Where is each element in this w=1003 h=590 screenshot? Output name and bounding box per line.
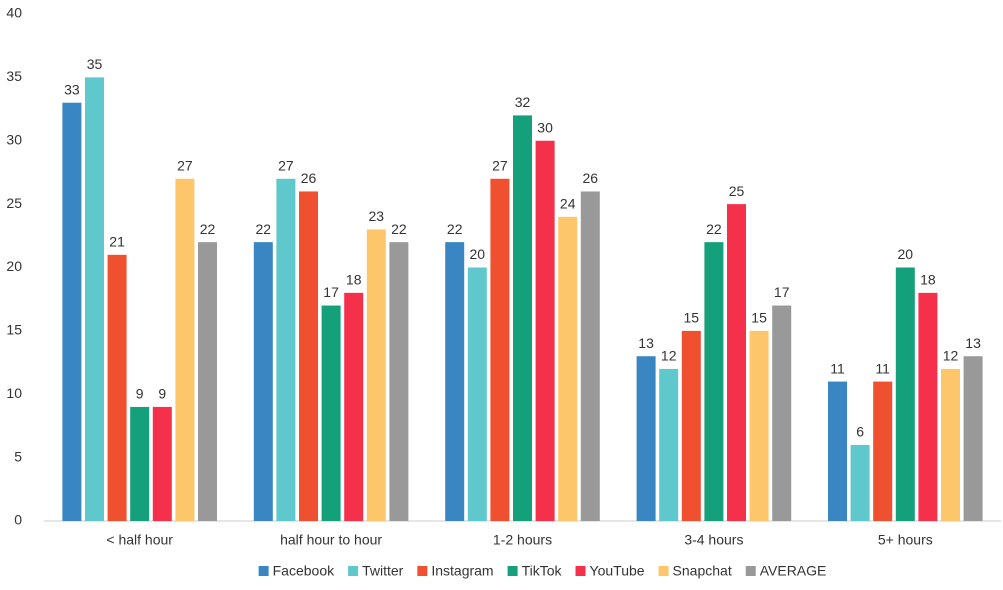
bar — [344, 292, 364, 521]
bar — [941, 368, 960, 521]
bar — [681, 330, 701, 521]
x-tick-label: half hour to hour — [280, 532, 382, 548]
bar — [873, 381, 893, 521]
data-label: 9 — [136, 386, 144, 402]
data-label: 22 — [706, 221, 722, 237]
data-label: 18 — [920, 272, 936, 288]
legend-swatch — [507, 566, 518, 576]
legend-label: Twitter — [362, 563, 404, 579]
data-label: 15 — [684, 310, 700, 326]
data-label: 25 — [729, 183, 745, 199]
bar — [276, 178, 296, 521]
data-label: 17 — [774, 284, 790, 300]
bar — [490, 178, 510, 521]
legend-label: Instagram — [431, 563, 493, 579]
bar — [445, 242, 465, 521]
data-label: 24 — [560, 196, 576, 212]
data-label: 23 — [369, 208, 385, 224]
legend-swatch — [348, 566, 359, 576]
legend-label: Facebook — [273, 563, 335, 579]
legend-label: YouTube — [590, 563, 645, 579]
data-label: 20 — [470, 246, 486, 262]
legend-label: AVERAGE — [760, 563, 827, 579]
data-label: 17 — [323, 284, 339, 300]
data-label: 21 — [109, 234, 125, 250]
x-tick-label: 3-4 hours — [684, 532, 743, 548]
data-label: 22 — [447, 221, 463, 237]
data-label: 26 — [301, 170, 317, 186]
bar — [107, 254, 127, 521]
bar — [828, 381, 847, 521]
bar — [558, 216, 578, 522]
data-label: 12 — [661, 348, 677, 364]
bar — [727, 204, 746, 521]
data-label: 27 — [492, 157, 508, 173]
x-tick-label: 1-2 hours — [493, 532, 552, 548]
y-tick-label: 40 — [6, 5, 22, 21]
bar — [535, 140, 555, 521]
y-tick-label: 30 — [6, 131, 22, 147]
data-label: 13 — [638, 335, 654, 351]
bar — [772, 305, 792, 521]
bar — [963, 356, 983, 521]
data-label: 6 — [856, 424, 864, 440]
data-label: 22 — [200, 221, 216, 237]
bar — [321, 305, 341, 521]
bar — [850, 444, 870, 521]
bar — [198, 242, 217, 521]
x-tick-label: < half hour — [106, 532, 173, 548]
data-label: 13 — [965, 335, 981, 351]
bar — [918, 292, 938, 521]
y-tick-label: 10 — [6, 385, 22, 401]
y-tick-label: 5 — [14, 448, 22, 464]
bar — [895, 267, 915, 521]
y-tick-label: 25 — [6, 195, 22, 211]
legend-swatch — [258, 566, 269, 576]
data-label: 9 — [158, 386, 166, 402]
data-label: 11 — [830, 360, 845, 376]
data-label: 30 — [537, 119, 553, 135]
data-label: 35 — [87, 56, 103, 72]
legend-swatch — [745, 566, 756, 576]
data-label: 27 — [177, 157, 193, 173]
legend-label: Snapchat — [673, 563, 732, 579]
x-tick-label: 5+ hours — [878, 532, 933, 548]
bar — [152, 406, 172, 521]
data-label: 12 — [943, 348, 959, 364]
data-label: 27 — [278, 157, 294, 173]
data-label: 20 — [898, 246, 914, 262]
bar — [366, 229, 386, 521]
bar — [253, 242, 273, 521]
data-label: 32 — [515, 94, 531, 110]
bar — [62, 102, 82, 521]
y-tick-label: 20 — [6, 258, 22, 274]
bar — [636, 356, 656, 521]
data-label: 26 — [583, 170, 599, 186]
bar — [704, 242, 724, 521]
data-label: 11 — [875, 360, 890, 376]
data-label: 15 — [751, 310, 767, 326]
data-label: 22 — [391, 221, 407, 237]
legend-swatch — [575, 566, 586, 576]
bar — [130, 406, 150, 521]
y-tick-label: 15 — [6, 322, 22, 338]
legend-swatch — [658, 566, 669, 576]
bar — [580, 191, 600, 521]
bar — [299, 191, 318, 521]
y-tick-label: 0 — [14, 512, 22, 528]
bar — [659, 368, 679, 521]
y-tick-label: 35 — [6, 68, 22, 84]
data-label: 22 — [256, 221, 272, 237]
bar — [85, 77, 104, 521]
bar — [467, 267, 487, 521]
bar — [175, 178, 195, 521]
data-label: 33 — [64, 81, 80, 97]
bar — [513, 115, 532, 522]
bar — [749, 330, 769, 521]
legend-swatch — [417, 566, 428, 576]
legend-label: TikTok — [522, 563, 563, 579]
data-label: 18 — [346, 272, 362, 288]
bar — [389, 242, 409, 521]
